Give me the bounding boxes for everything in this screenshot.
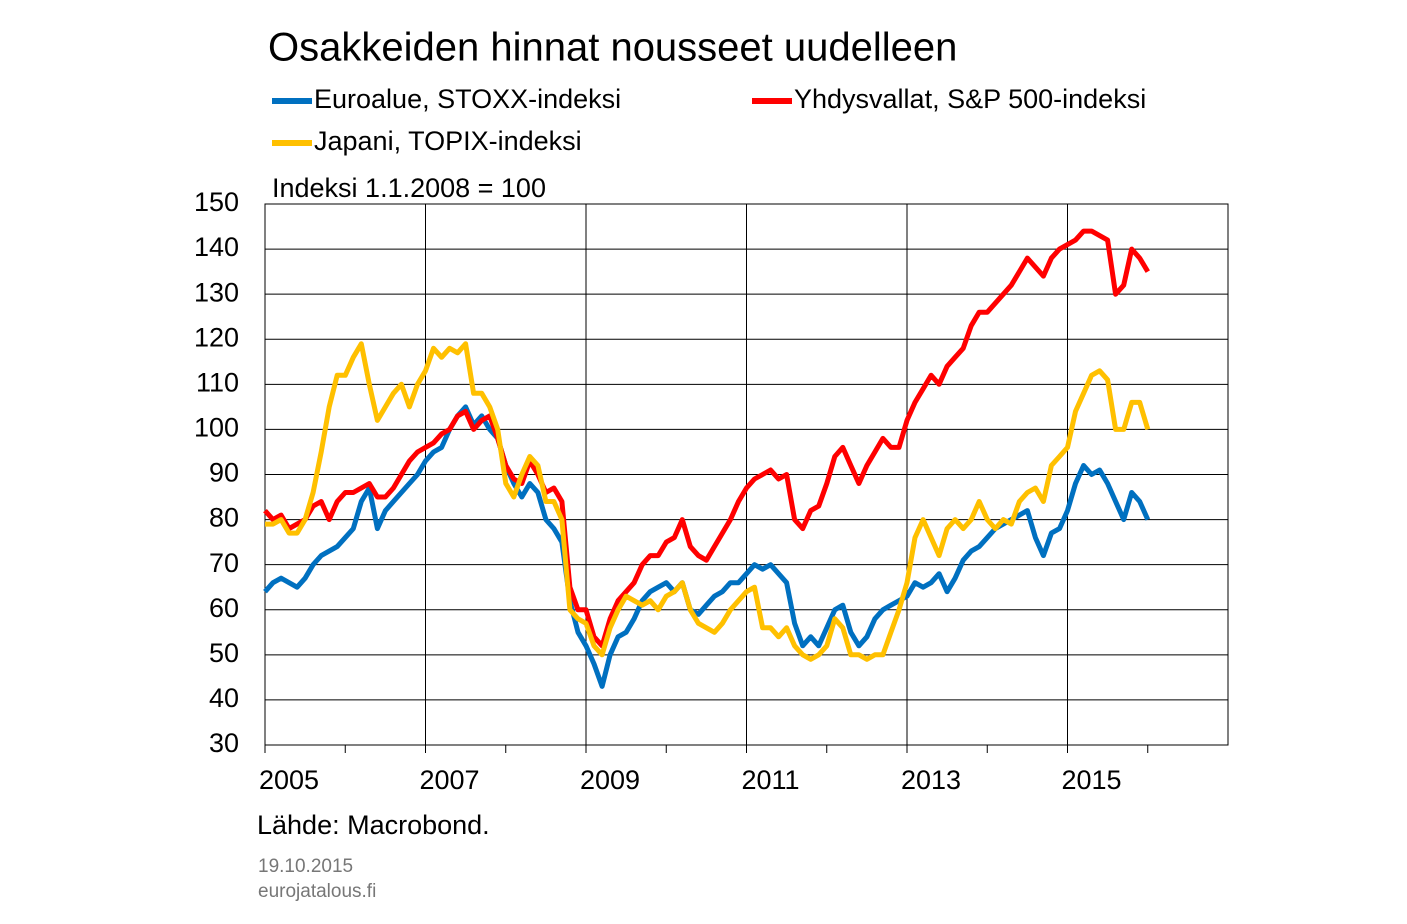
chart-title: Osakkeiden hinnat nousseet uudelleen	[268, 26, 957, 70]
y-tick-label: 110	[196, 367, 239, 397]
x-tick-label: 2007	[419, 765, 479, 795]
y-tick-label: 100	[194, 413, 239, 443]
y-axis-label: Indeksi 1.1.2008 = 100	[272, 173, 546, 203]
y-tick-label: 80	[209, 503, 239, 533]
y-tick-label: 30	[209, 728, 239, 758]
x-tick-label: 2015	[1061, 765, 1121, 795]
y-tick-label: 60	[209, 593, 239, 623]
y-tick-label: 120	[194, 322, 239, 352]
x-tick-label: 2013	[901, 765, 961, 795]
series-line	[263, 228, 1150, 649]
site: eurojatalous.fi	[258, 881, 376, 902]
y-tick-label: 90	[209, 458, 239, 488]
y-tick-label: 150	[194, 187, 239, 217]
series-line	[263, 404, 1151, 689]
x-tick-label: 2011	[741, 765, 799, 795]
legend-label: Euroalue, STOXX-indeksi	[314, 84, 621, 114]
x-tick-label: 2005	[259, 765, 319, 795]
y-tick-label: 40	[209, 683, 239, 713]
y-tick-label: 50	[209, 638, 239, 668]
date: 19.10.2015	[258, 856, 353, 877]
y-tick-label: 130	[194, 277, 239, 307]
y-tick-label: 70	[209, 548, 239, 578]
series-line	[265, 341, 1151, 662]
y-tick-label: 140	[194, 232, 239, 262]
legend-label: Yhdysvallat, S&P 500-indeksi	[794, 84, 1146, 114]
legend-label: Japani, TOPIX-indeksi	[314, 126, 582, 156]
x-tick-label: 2009	[580, 765, 640, 795]
source: Lähde: Macrobond.	[257, 810, 490, 840]
